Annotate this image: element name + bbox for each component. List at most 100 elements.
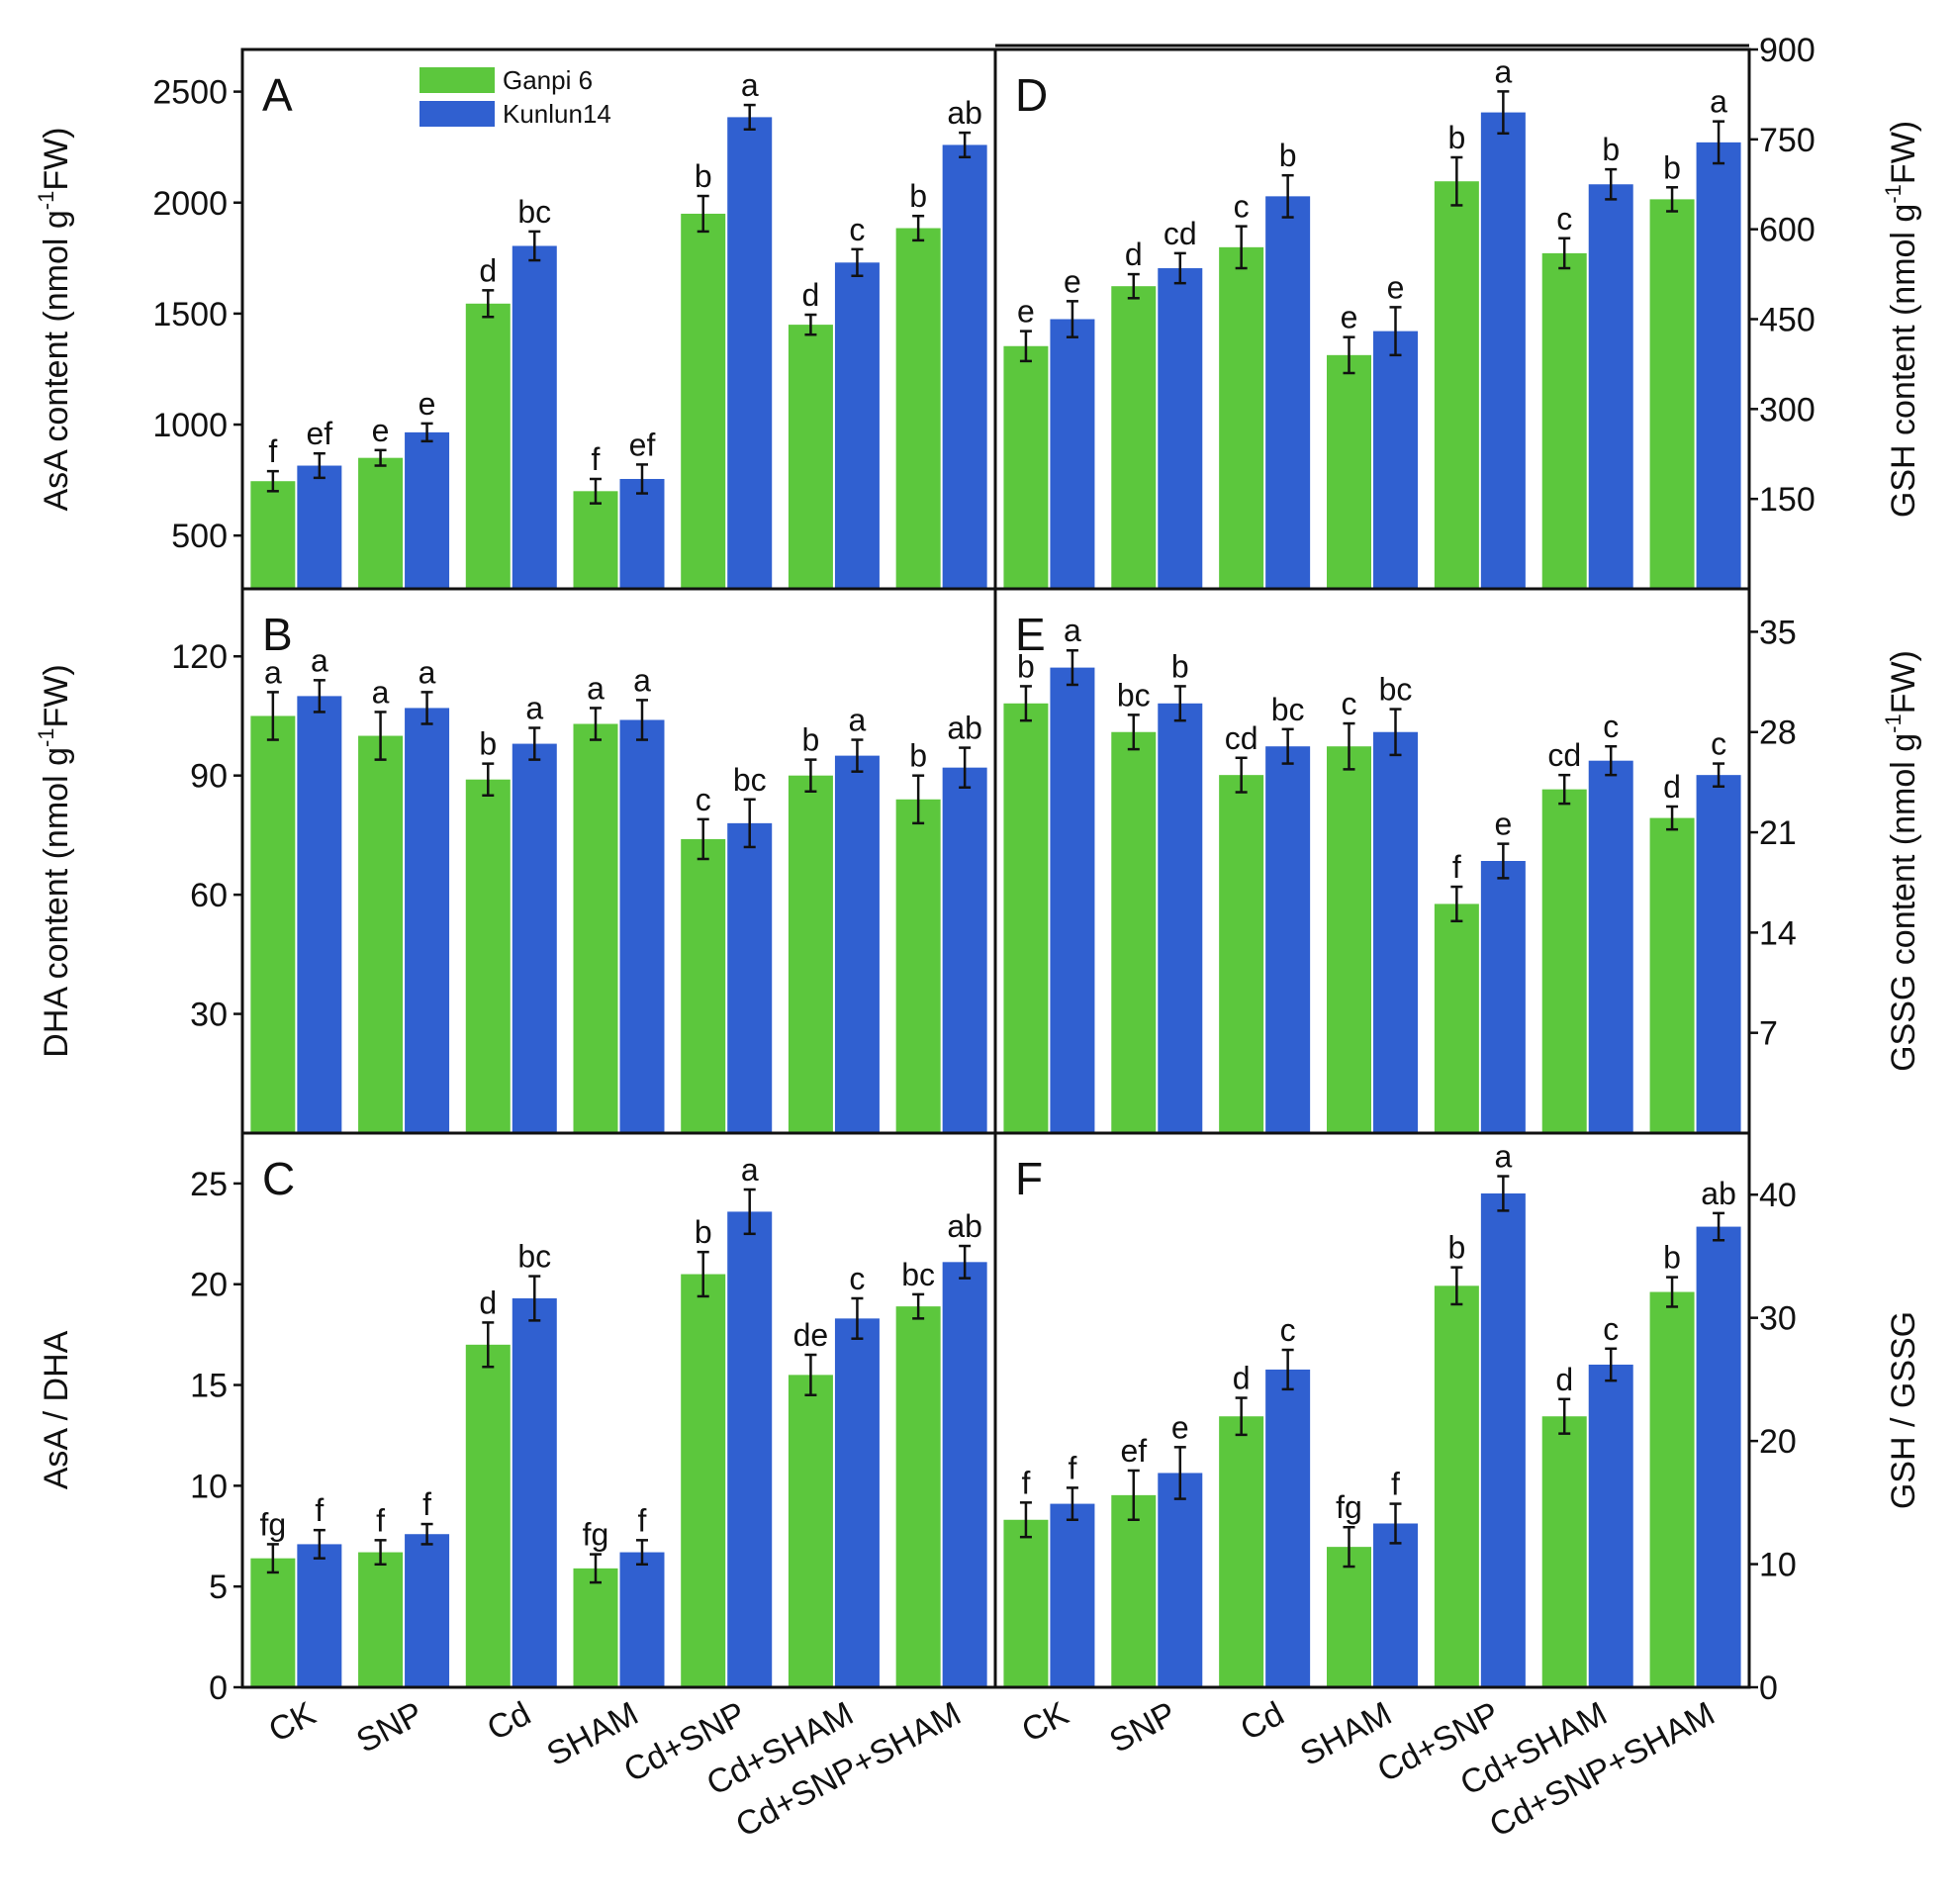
sig-label-b-0-3: a [587, 670, 605, 706]
bar-f-ganpi6-2 [1219, 1416, 1264, 1687]
bar-e-kunlun14-3 [1373, 731, 1418, 1133]
sig-label-a-0-4: b [695, 158, 712, 194]
sig-label-a-0-2: d [479, 252, 497, 288]
panel-label-a: A [262, 69, 293, 121]
sig-label-a-0-1: e [372, 413, 390, 448]
bar-a-kunlun14-0 [297, 465, 342, 589]
sig-label-d-0-5: c [1556, 201, 1572, 237]
bar-a-ganpi6-2 [465, 303, 511, 589]
ytick-label-a-1: 1000 [152, 407, 228, 444]
ylabel-f: GSH / GSSG [1885, 1311, 1922, 1509]
ytick-label-c-1: 5 [209, 1569, 228, 1606]
legend-label-ganpi6: Ganpi 6 [503, 65, 593, 95]
ylabel-d-sup: -1 [1881, 184, 1906, 204]
sig-label-a-0-0: f [268, 433, 277, 469]
sig-label-d-0-2: c [1234, 189, 1250, 225]
bar-c-ganpi6-0 [250, 1558, 296, 1687]
sig-label-b-1-4: bc [733, 762, 767, 798]
ytick-label-c-0: 0 [209, 1669, 228, 1707]
bar-e-kunlun14-6 [1696, 775, 1741, 1133]
sig-label-f-0-2: d [1233, 1361, 1251, 1396]
ylabel-b: DHA content (nmol g-1FW) [34, 664, 75, 1057]
sig-label-e-1-4: e [1494, 807, 1512, 842]
sig-label-d-1-4: a [1494, 53, 1512, 89]
sig-label-e-0-4: f [1452, 849, 1461, 885]
sig-label-b-0-5: b [802, 722, 820, 758]
bar-e-ganpi6-3 [1327, 746, 1371, 1133]
bar-c-kunlun14-3 [619, 1552, 665, 1687]
ylabel-a: AsA content (nmol g-1FW) [34, 127, 75, 511]
bar-b-ganpi6-6 [895, 799, 941, 1133]
sig-label-b-0-0: a [264, 654, 282, 690]
ylabel-a-sup: -1 [34, 191, 58, 211]
bar-b-kunlun14-0 [297, 696, 342, 1133]
bar-f-ganpi6-5 [1541, 1416, 1587, 1687]
legend-swatch-kunlun14 [419, 101, 495, 127]
category-label-c-0: CK [263, 1694, 323, 1750]
sig-label-a-0-5: d [802, 277, 820, 313]
sig-label-c-1-5: c [849, 1261, 865, 1296]
sig-label-e-0-2: cd [1225, 720, 1258, 756]
sig-label-a-1-4: a [741, 67, 759, 103]
bar-c-kunlun14-1 [405, 1534, 450, 1687]
sig-label-e-0-1: bc [1117, 677, 1151, 713]
sig-label-b-1-5: a [849, 703, 867, 738]
sig-label-b-0-4: c [696, 782, 711, 817]
sig-label-c-0-0: fg [260, 1506, 287, 1542]
sig-label-b-0-1: a [372, 674, 390, 710]
ylabel-a-prefix: AsA content (nmol g [38, 210, 75, 511]
bar-d-ganpi6-0 [1003, 345, 1049, 589]
ytick-label-d-5: 900 [1759, 32, 1815, 69]
sig-label-d-1-2: b [1279, 138, 1297, 173]
bar-b-ganpi6-5 [788, 775, 833, 1133]
ytick-label-d-1: 300 [1759, 391, 1815, 428]
ytick-label-c-4: 20 [190, 1267, 228, 1304]
category-label-c-2: Cd [481, 1695, 536, 1749]
bar-b-kunlun14-5 [834, 755, 880, 1133]
ytick-label-a-0: 500 [171, 518, 228, 555]
sig-label-a-1-3: ef [629, 427, 656, 462]
sig-label-a-1-0: ef [307, 416, 333, 451]
sig-label-c-0-3: fg [583, 1517, 609, 1553]
sig-label-b-1-6: ab [947, 711, 982, 746]
sig-label-f-1-6: ab [1701, 1176, 1736, 1211]
bar-b-ganpi6-0 [250, 715, 296, 1133]
panel-label-c: C [262, 1153, 295, 1204]
ytick-label-f-3: 30 [1759, 1300, 1797, 1338]
sig-label-e-0-6: d [1663, 769, 1681, 805]
sig-label-f-0-3: fg [1336, 1489, 1362, 1525]
bar-d-kunlun14-1 [1158, 268, 1203, 589]
ytick-label-b-1: 60 [190, 877, 228, 914]
sig-label-b-0-2: b [479, 726, 497, 762]
ytick-label-c-3: 15 [190, 1368, 228, 1405]
bar-c-ganpi6-3 [573, 1568, 618, 1687]
ytick-label-b-2: 90 [190, 758, 228, 796]
bar-d-ganpi6-5 [1541, 252, 1587, 589]
ytick-label-e-3: 28 [1759, 714, 1797, 752]
ylabel-b-prefix: DHA content (nmol g [38, 747, 75, 1058]
legend-swatch-ganpi6 [419, 67, 495, 93]
panel-label-f: F [1015, 1153, 1043, 1204]
bar-d-kunlun14-5 [1588, 184, 1633, 589]
sig-label-c-0-5: de [793, 1317, 829, 1353]
bar-d-kunlun14-2 [1265, 196, 1311, 589]
ylabel-e-sup: -1 [1881, 714, 1906, 733]
sig-label-e-1-6: c [1711, 726, 1726, 762]
sig-label-c-0-4: b [695, 1214, 712, 1250]
ytick-label-d-3: 600 [1759, 212, 1815, 249]
bar-e-ganpi6-6 [1649, 817, 1695, 1133]
bar-e-kunlun14-5 [1588, 760, 1633, 1133]
sig-label-d-0-0: e [1017, 294, 1035, 330]
bar-c-kunlun14-0 [297, 1544, 342, 1687]
bar-d-kunlun14-0 [1050, 319, 1095, 589]
sig-label-b-1-1: a [419, 654, 436, 690]
category-label-f-0: CK [1016, 1694, 1075, 1750]
sig-label-c-1-4: a [741, 1152, 759, 1188]
sig-label-d-1-3: e [1387, 269, 1405, 305]
bar-d-kunlun14-3 [1373, 331, 1418, 589]
bar-a-kunlun14-3 [619, 478, 665, 589]
ytick-label-e-4: 35 [1759, 614, 1797, 651]
bar-f-ganpi6-1 [1111, 1494, 1157, 1687]
sig-label-d-1-1: cd [1164, 216, 1197, 251]
bar-b-kunlun14-1 [405, 708, 450, 1133]
